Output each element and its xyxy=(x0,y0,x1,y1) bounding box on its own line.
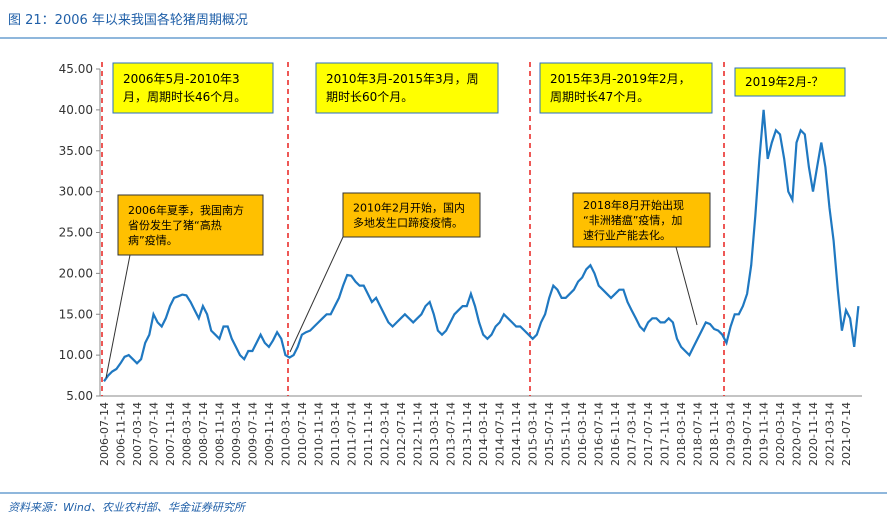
x-tick-label: 2010-11-14 xyxy=(312,402,325,466)
annotation-box xyxy=(117,194,264,256)
x-tick-label: 2016-03-14 xyxy=(576,402,589,466)
x-tick-label: 2018-07-14 xyxy=(692,402,705,466)
x-tick-label: 2014-11-14 xyxy=(510,402,523,466)
pointer xyxy=(289,236,344,353)
y-tick-label: 30.00 xyxy=(59,185,93,199)
x-tick-label: 2017-07-14 xyxy=(642,402,655,466)
x-tick-label: 2010-07-14 xyxy=(296,402,309,466)
annotation-text: 月，周期时长46个月。 xyxy=(123,90,246,104)
x-tick-label: 2011-07-14 xyxy=(345,402,358,466)
annotation-text: 期时长60个月。 xyxy=(326,90,413,104)
x-tick-label: 2017-11-14 xyxy=(659,402,672,466)
annotation-box xyxy=(572,192,711,248)
annotation-text: 2006年夏季，我国南方 xyxy=(128,203,244,217)
annotation-text: 多地发生口蹄疫疫情。 xyxy=(353,216,463,230)
price-line xyxy=(103,109,860,382)
source: 资料来源：Wind、农业农村部、华金证券研究所 xyxy=(8,501,247,514)
y-tick-label: 20.00 xyxy=(59,266,93,280)
annotation-text: 2015年3月-2019年2月， xyxy=(550,72,691,86)
annotation-text: 病”疫情。 xyxy=(128,233,178,247)
x-tick-label: 2011-03-14 xyxy=(329,402,342,466)
x-tick-label: 2008-07-14 xyxy=(197,402,210,466)
x-tick-label: 2019-07-14 xyxy=(741,402,754,466)
y-tick-label: 40.00 xyxy=(59,103,93,117)
x-tick-label: 2010-03-14 xyxy=(279,402,292,466)
x-tick-label: 2018-03-14 xyxy=(675,402,688,466)
x-tick-label: 2019-11-14 xyxy=(758,402,771,466)
x-tick-label: 2012-03-14 xyxy=(378,402,391,466)
annotation-text: 2010年2月开始，国内 xyxy=(353,201,465,215)
chart-title: 图 21：2006 年以来我国各轮猪周期概况 xyxy=(8,12,248,28)
y-tick-label: 25.00 xyxy=(59,226,93,240)
annotation-box xyxy=(112,62,274,114)
x-tick-label: 2015-03-14 xyxy=(527,402,540,466)
annotation-text: 速行业产能去化。 xyxy=(583,228,671,242)
x-tick-label: 2014-03-14 xyxy=(477,402,490,466)
annotation-text: 2018年8月开始出现 xyxy=(583,198,684,212)
x-tick-label: 2011-11-14 xyxy=(362,402,375,466)
x-tick-label: 2016-07-14 xyxy=(593,402,606,466)
x-tick-label: 2009-03-14 xyxy=(230,402,243,466)
x-tick-label: 2008-11-14 xyxy=(213,402,226,466)
x-tick-label: 2012-11-14 xyxy=(411,402,424,466)
x-tick-label: 2013-03-14 xyxy=(428,402,441,466)
annotation-text: 2010年3月-2015年3月，周 xyxy=(326,72,479,86)
annotation-box xyxy=(734,67,846,97)
pointer xyxy=(105,254,131,379)
x-tick-label: 2020-11-14 xyxy=(807,402,820,466)
y-tick-label: 35.00 xyxy=(59,144,93,158)
x-tick-label: 2020-03-14 xyxy=(774,402,787,466)
x-tick-label: 2009-11-14 xyxy=(263,402,276,466)
x-tick-label: 2013-11-14 xyxy=(461,402,474,466)
x-tick-label: 2013-07-14 xyxy=(444,402,457,466)
x-tick-label: 2007-03-14 xyxy=(131,402,144,466)
annotation-text: 2019年2月-？ xyxy=(745,75,824,89)
x-tick-label: 2012-07-14 xyxy=(395,402,408,466)
x-tick-label: 2007-07-14 xyxy=(147,402,160,466)
x-tick-label: 2016-11-14 xyxy=(609,402,622,466)
annotation-text: 2006年5月-2010年3 xyxy=(123,72,240,86)
pointer xyxy=(675,246,698,326)
x-tick-label: 2020-07-14 xyxy=(791,402,804,466)
x-tick-label: 2015-11-14 xyxy=(560,402,573,466)
annotation-box xyxy=(342,192,481,238)
annotation-text: 周期时长47个月。 xyxy=(550,90,649,104)
x-tick-label: 2007-11-14 xyxy=(164,402,177,466)
x-tick-label: 2006-07-14 xyxy=(98,402,111,466)
x-tick-label: 2018-11-14 xyxy=(708,402,721,466)
y-tick-label: 5.00 xyxy=(66,389,93,403)
y-tick-label: 45.00 xyxy=(59,62,93,76)
x-tick-label: 2014-07-14 xyxy=(494,402,507,466)
x-tick-label: 2021-07-14 xyxy=(840,402,853,466)
x-tick-label: 2017-03-14 xyxy=(626,402,639,466)
x-tick-label: 2009-07-14 xyxy=(246,402,259,466)
annotation-text: “非洲猪瘟”疫情，加 xyxy=(583,213,682,227)
x-tick-label: 2006-11-14 xyxy=(114,402,127,466)
x-tick-label: 2019-03-14 xyxy=(725,402,738,466)
x-tick-label: 2015-07-14 xyxy=(543,402,556,466)
annotation-box xyxy=(315,62,499,114)
x-tick-label: 2008-03-14 xyxy=(180,402,193,466)
y-tick-label: 10.00 xyxy=(59,348,93,362)
annotation-text: 省份发生了猪“高热 xyxy=(128,218,222,232)
annotation-box xyxy=(539,62,713,114)
x-tick-label: 2021-03-14 xyxy=(824,402,837,466)
y-tick-label: 15.00 xyxy=(59,307,93,321)
